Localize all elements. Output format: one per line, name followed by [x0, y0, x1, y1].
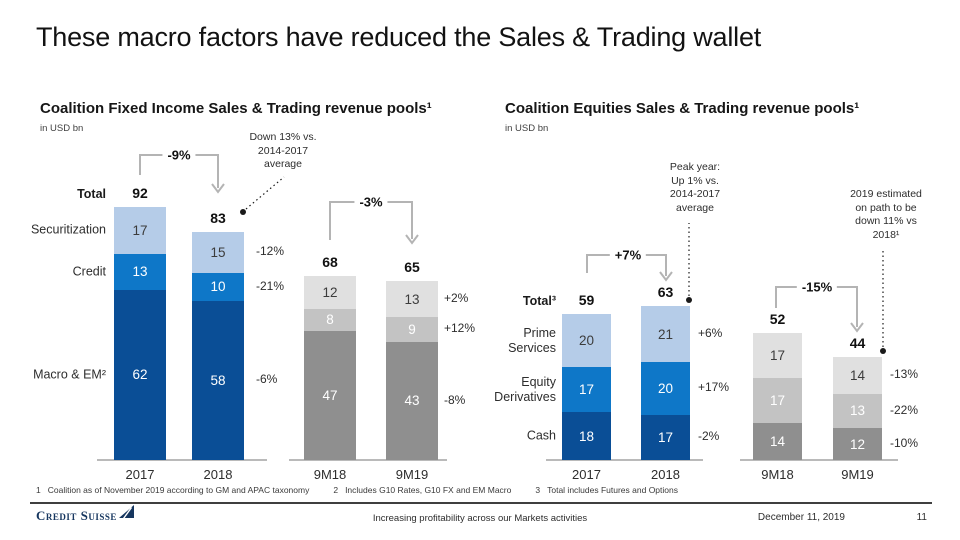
bar-total-label: 44 — [849, 334, 866, 351]
row-label-total: Total³ — [522, 294, 556, 309]
category-label: 2018 — [203, 467, 233, 482]
row-label: Cash — [526, 428, 556, 443]
bar-segment: 20 — [641, 361, 690, 415]
page-number: 11 — [916, 512, 927, 523]
footnote-text: Total includes Futures and Options — [547, 485, 678, 495]
segment-delta-label: -2% — [698, 429, 720, 444]
bar-total-label: 65 — [404, 259, 420, 276]
footnote-item: 1 Coalition as of November 2019 accordin… — [36, 485, 309, 495]
equities-chart-title: Coalition Equities Sales & Trading reven… — [505, 100, 860, 117]
bar-total-label: 92 — [132, 185, 148, 201]
category-label: 9M18 — [313, 467, 347, 482]
slide-title: These macro factors have reduced the Sal… — [36, 22, 762, 52]
segment-delta-label: -12% — [256, 244, 285, 259]
bar-total-label: 63 — [657, 284, 674, 301]
callout-text: 2019 estimated on path to be down 11% vs… — [850, 188, 922, 241]
bar-segment: 21 — [641, 306, 690, 362]
row-label-total: Total — [77, 187, 106, 201]
segment-delta-label: +17% — [698, 380, 730, 395]
category-label: 2017 — [125, 467, 155, 482]
bar-segment: 13 — [114, 253, 166, 290]
segment-delta-label: -10% — [890, 436, 919, 451]
bar-segment: 9 — [386, 317, 438, 342]
footnote-number: 3 — [535, 485, 541, 495]
bar-segment: 17 — [753, 377, 802, 423]
credit-suisse-sail-icon — [118, 505, 134, 519]
fixed-income-unit-label: in USD bn — [40, 123, 84, 134]
bar-segment: 18 — [562, 412, 611, 460]
footnote-text: Includes G10 Rates, G10 FX and EM Macro — [345, 485, 512, 495]
footer-date: December 11, 2019 — [757, 512, 845, 523]
segment-delta-label: -13% — [890, 367, 919, 382]
bar-segment: 14 — [753, 422, 802, 460]
footer-divider — [30, 502, 932, 504]
fixed-income-chart-title: Coalition Fixed Income Sales & Trading r… — [40, 100, 432, 117]
bar-total-label: 68 — [322, 253, 338, 270]
segment-delta-label: +2% — [444, 291, 469, 306]
segment-delta-label: +12% — [444, 321, 476, 336]
row-label: Securitization — [30, 222, 106, 237]
bar-segment: 58 — [192, 300, 244, 460]
row-label: Equity Derivatives — [494, 374, 556, 404]
bar-segment: 47 — [304, 330, 356, 460]
bracket-change-label: +7% — [609, 247, 647, 263]
row-label: Credit — [72, 264, 106, 279]
category-label: 2017 — [572, 467, 601, 482]
bracket-change-label: -9% — [162, 147, 196, 163]
category-label: 9M19 — [395, 467, 429, 482]
category-label: 9M19 — [841, 467, 874, 482]
bar-segment: 17 — [753, 332, 802, 378]
bracket-change-label: -15% — [796, 279, 838, 295]
bar-segment: 10 — [192, 273, 244, 301]
footnote-number: 1 — [36, 485, 41, 495]
bar-segment: 13 — [833, 393, 882, 429]
footnote-text: Coalition as of November 2019 according … — [47, 485, 310, 495]
credit-suisse-wordmark: Credit Suisse — [36, 508, 117, 523]
bar-segment: 17 — [641, 414, 690, 460]
category-label: 9M18 — [761, 467, 794, 482]
bar-segment: 17 — [562, 367, 611, 413]
bar-segment: 13 — [386, 281, 438, 317]
row-label: Prime Services — [508, 325, 556, 355]
bar-total-label: 59 — [578, 292, 595, 309]
equities-unit-label: in USD bn — [505, 123, 549, 134]
segment-delta-label: -22% — [890, 402, 919, 417]
bar-total-label: 52 — [769, 310, 786, 327]
bar-segment: 62 — [114, 289, 166, 460]
footer-tagline: Increasing profitability across our Mark… — [372, 513, 588, 524]
bracket-change-label: -3% — [354, 194, 388, 210]
callout-text: Down 13% vs. 2014-2017 average — [249, 131, 317, 170]
row-label: Macro & EM² — [33, 367, 106, 382]
bar-segment: 20 — [562, 314, 611, 368]
bar-segment: 14 — [833, 356, 882, 394]
bar-segment: 12 — [304, 275, 356, 309]
bar-segment: 15 — [192, 231, 244, 273]
bar-segment: 8 — [304, 308, 356, 331]
footnote-item: 3 Total includes Futures and Options — [535, 485, 678, 495]
bar-segment: 12 — [833, 428, 882, 460]
credit-suisse-logo: Credit Suisse — [36, 505, 135, 524]
bar-total-label: 83 — [210, 209, 226, 226]
footnotes: 1 Coalition as of November 2019 accordin… — [36, 485, 678, 495]
bar-segment: 17 — [114, 207, 166, 254]
bar-segment: 43 — [386, 341, 438, 460]
callout-text: Peak year: Up 1% vs. 2014-2017 average — [669, 161, 721, 214]
segment-delta-label: -21% — [256, 278, 285, 293]
category-label: 2018 — [651, 467, 680, 482]
segment-delta-label: -6% — [256, 372, 278, 387]
segment-delta-label: +6% — [698, 326, 723, 341]
footnote-number: 2 — [333, 485, 339, 495]
footnote-item: 2 Includes G10 Rates, G10 FX and EM Macr… — [333, 485, 511, 495]
segment-delta-label: -8% — [444, 392, 466, 407]
